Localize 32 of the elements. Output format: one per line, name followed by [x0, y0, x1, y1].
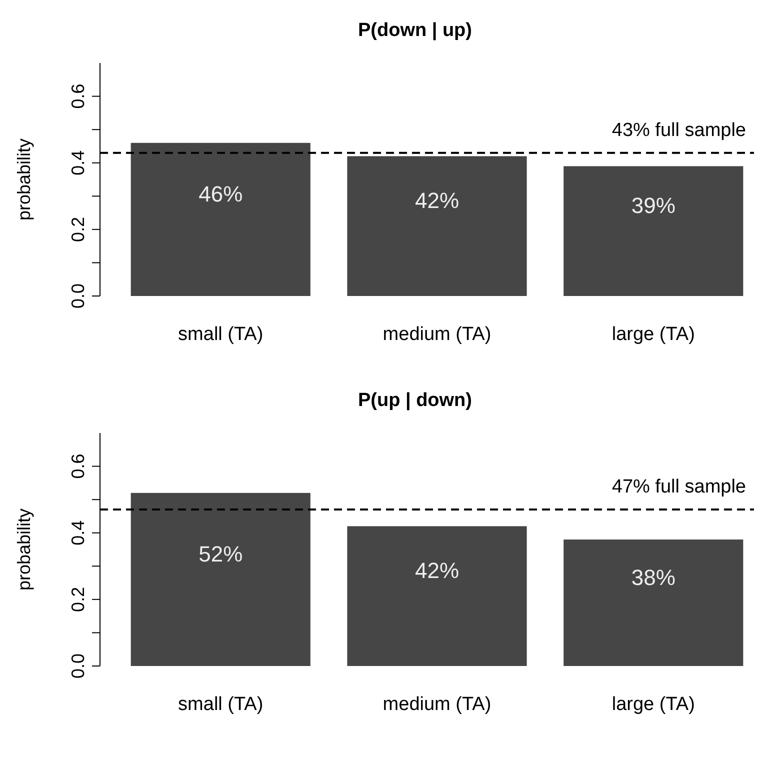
- data-label: 42%: [414, 558, 460, 584]
- x-tick-label: small (TA): [178, 694, 264, 715]
- data-label: 52%: [198, 541, 243, 566]
- chart-title: P(up | down): [358, 390, 472, 411]
- x-tick-label: medium (TA): [382, 694, 492, 715]
- bar: [564, 540, 744, 666]
- y-axis-title: probability: [14, 138, 34, 221]
- x-tick-label: large (TA): [612, 324, 695, 345]
- y-tick-label: 0.6: [68, 84, 88, 109]
- y-tick-label: 0.6: [68, 454, 88, 479]
- bar: [564, 166, 744, 296]
- bar: [347, 156, 527, 296]
- data-label: 42%: [414, 188, 460, 214]
- y-tick-label: 0.0: [68, 653, 88, 679]
- chart-title: P(down | up): [358, 20, 472, 41]
- data-label: 39%: [631, 193, 676, 218]
- ref-line-label: 47% full sample: [612, 476, 746, 498]
- x-tick-label: medium (TA): [382, 324, 492, 345]
- y-tick-label: 0.2: [68, 216, 88, 242]
- bar: [347, 526, 527, 666]
- y-tick-label: 0.2: [68, 586, 88, 612]
- x-tick-label: small (TA): [178, 324, 264, 345]
- x-tick-label: large (TA): [612, 694, 695, 715]
- bar: [130, 142, 310, 296]
- y-axis-title: probability: [14, 508, 34, 591]
- y-tick-label: 0.4: [68, 520, 88, 546]
- bar: [130, 492, 310, 666]
- y-tick-label: 0.0: [68, 283, 88, 309]
- y-tick-label: 0.4: [68, 150, 88, 176]
- data-label: 38%: [631, 564, 676, 590]
- data-label: 46%: [198, 181, 243, 206]
- ref-line-label: 43% full sample: [612, 120, 746, 141]
